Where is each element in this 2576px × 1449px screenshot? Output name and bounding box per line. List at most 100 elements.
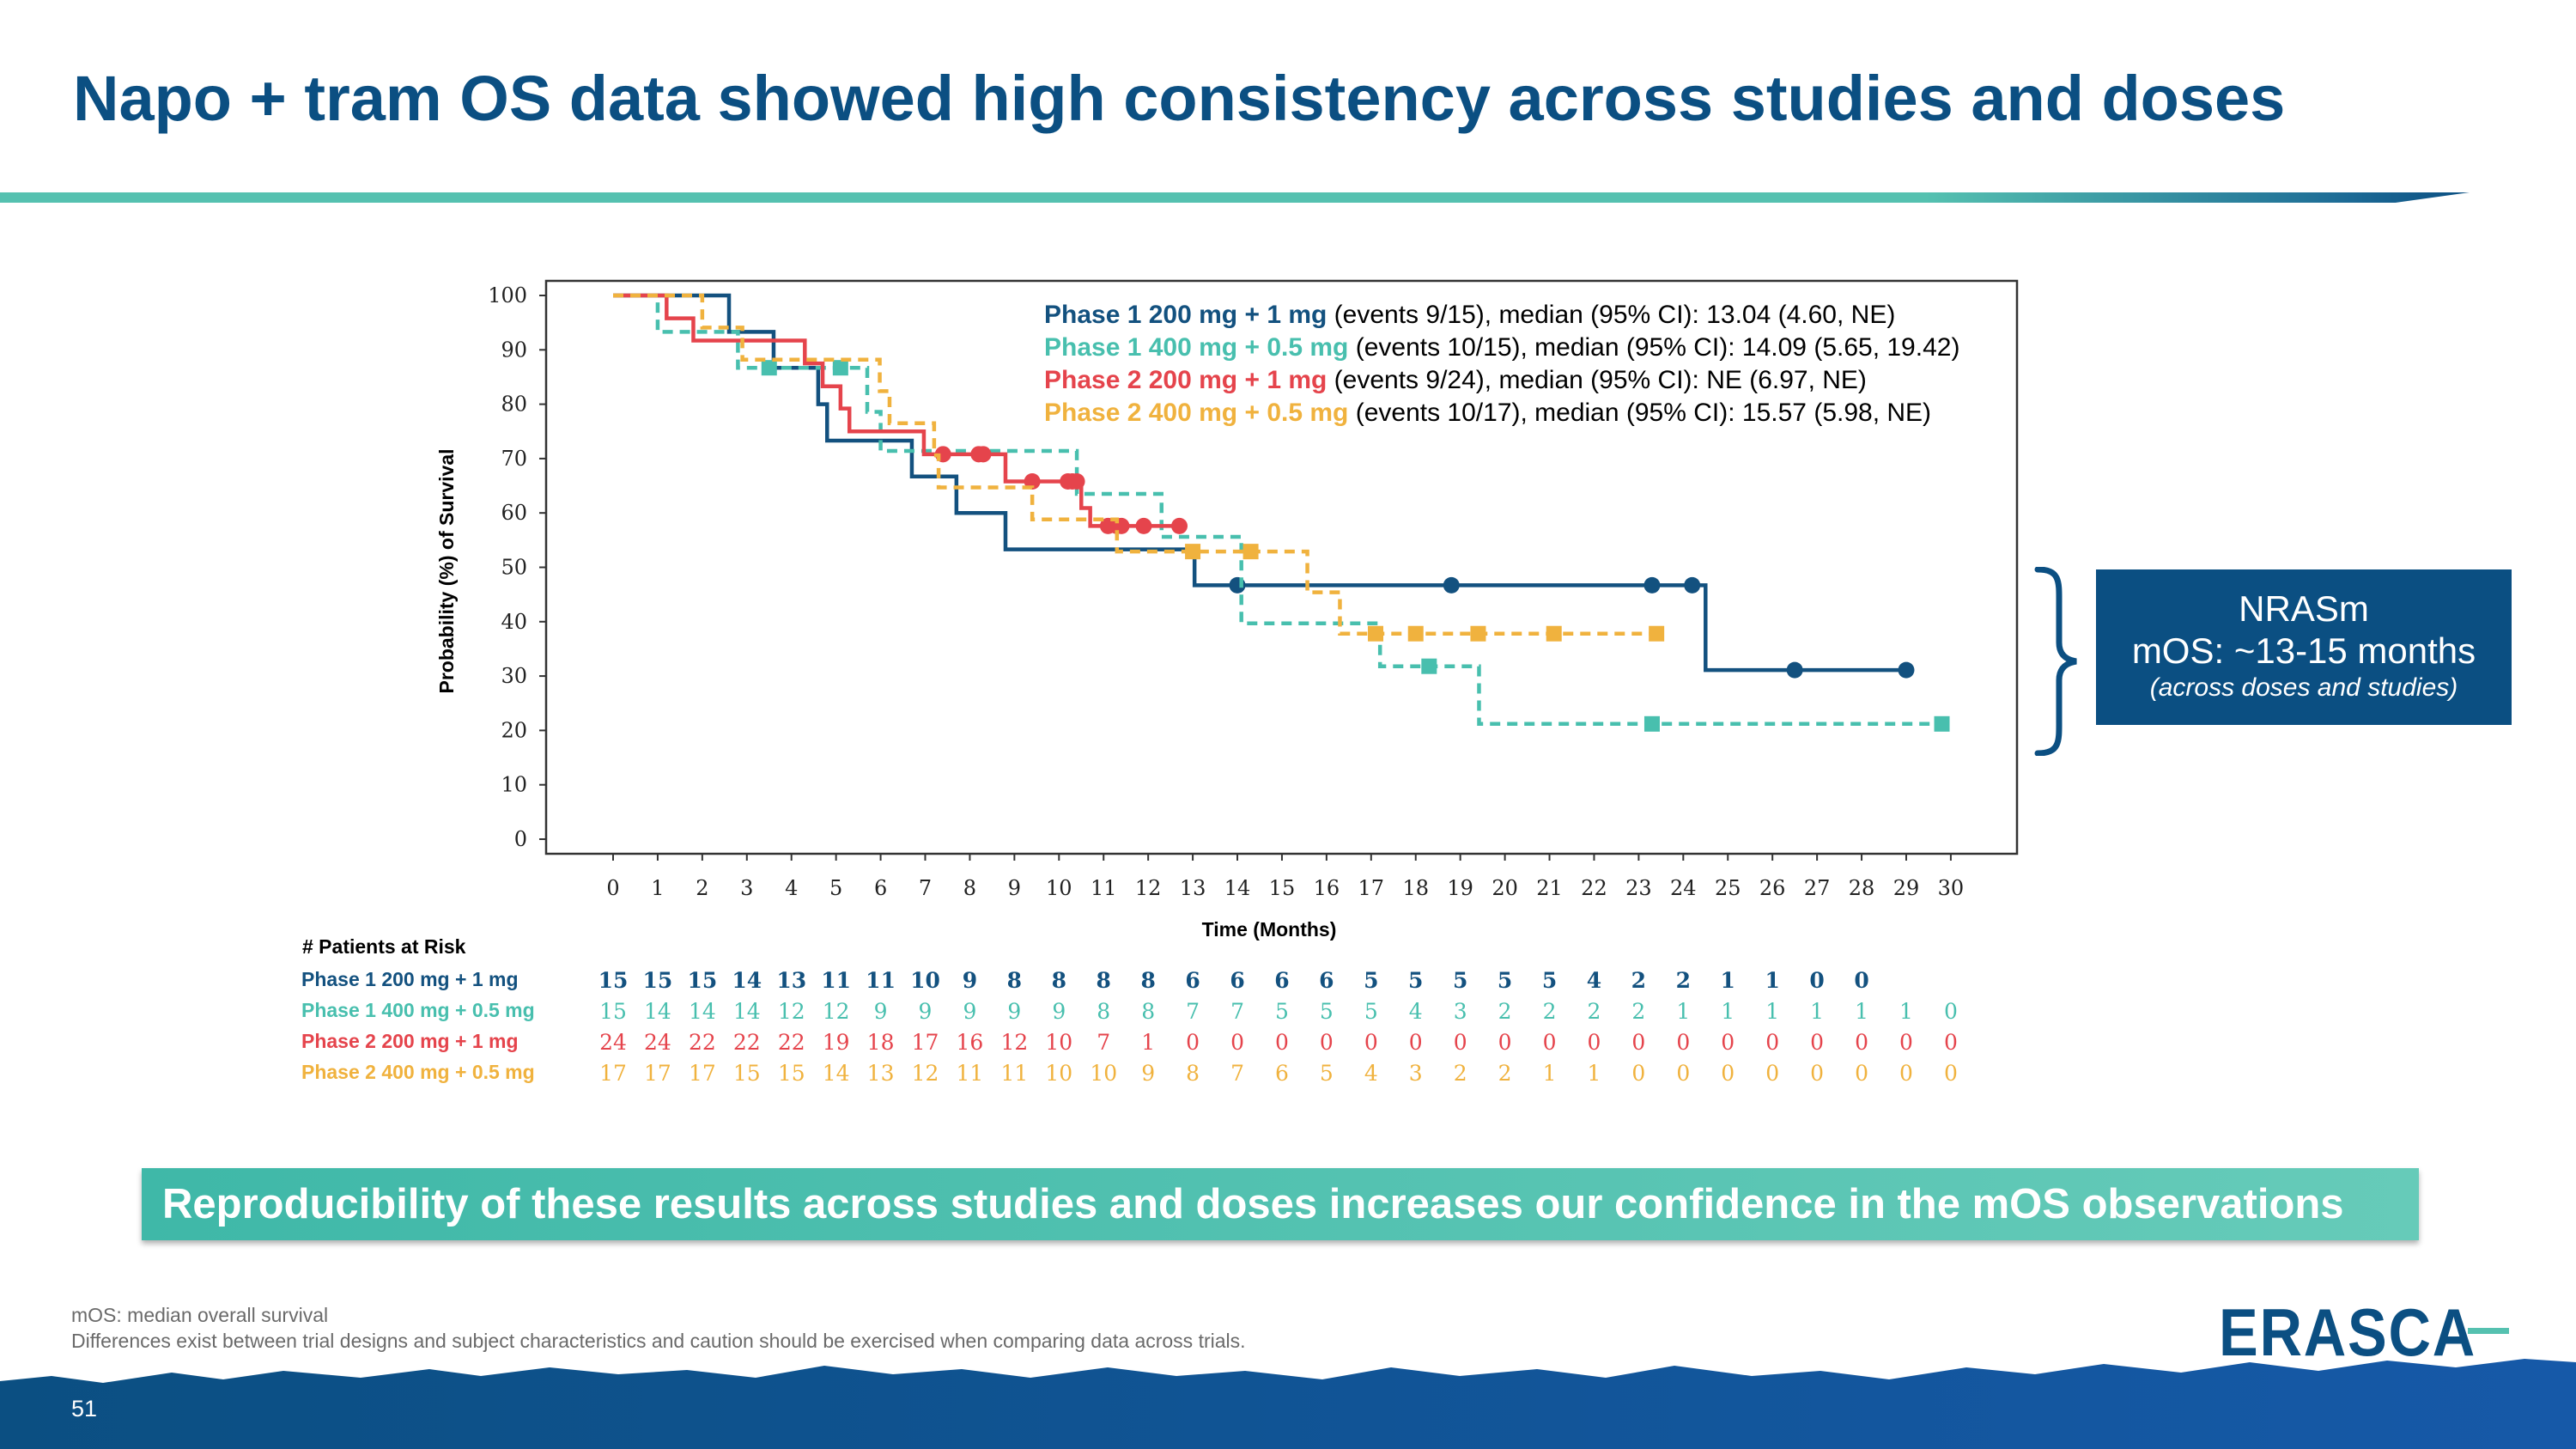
- callout-line-2: mOS: ~13-15 months: [2131, 630, 2476, 671]
- brace-icon: [2034, 567, 2077, 756]
- at-risk-count: 8: [1052, 968, 1066, 993]
- footnote-abbreviation: mOS: median overall survival: [71, 1304, 329, 1326]
- y-tick-label: 90: [501, 338, 527, 362]
- at-risk-count: 0: [1855, 1030, 1868, 1055]
- censor-marker: [1068, 472, 1085, 490]
- at-risk-count: 0: [1230, 1030, 1244, 1055]
- censor-marker: [1643, 715, 1660, 732]
- at-risk-count: 14: [733, 999, 761, 1024]
- at-risk-count: 7: [1186, 999, 1200, 1024]
- x-tick-label: 2: [696, 876, 708, 900]
- at-risk-count: 8: [1007, 968, 1022, 993]
- x-tick-label: 9: [1008, 876, 1021, 900]
- at-risk-count: 12: [778, 999, 805, 1024]
- censor-marker: [761, 360, 777, 376]
- at-risk-count: 0: [1854, 968, 1868, 993]
- at-risk-count: 19: [823, 1030, 850, 1055]
- at-risk-count: 0: [1721, 1030, 1735, 1055]
- censor-marker: [1135, 517, 1152, 534]
- x-tick-label: 13: [1180, 876, 1206, 900]
- at-risk-count: 12: [823, 999, 850, 1024]
- at-risk-count: 0: [1944, 999, 1958, 1024]
- at-risk-count: 0: [1498, 1030, 1512, 1055]
- at-risk-count: 6: [1185, 968, 1200, 993]
- x-tick-label: 1: [651, 876, 664, 900]
- logo-text: ERASCA: [2219, 1295, 2476, 1364]
- at-risk-count: 0: [1676, 1030, 1690, 1055]
- at-risk-count: 16: [957, 1030, 984, 1055]
- legend-series-name: Phase 2 200 mg + 1 mg: [1044, 366, 1327, 394]
- at-risk-count: 0: [1631, 1030, 1645, 1055]
- at-risk-row-label: Phase 2 200 mg + 1 mg: [301, 1030, 519, 1052]
- at-risk-count: 6: [1230, 968, 1244, 993]
- at-risk-count: 6: [1275, 1061, 1289, 1086]
- x-tick-label: 11: [1091, 876, 1117, 900]
- censor-marker: [975, 446, 992, 463]
- at-risk-count: 10: [1045, 1061, 1072, 1086]
- censor-marker: [1171, 517, 1188, 534]
- y-tick-label: 50: [501, 556, 527, 580]
- at-risk-count: 8: [1097, 968, 1111, 993]
- at-risk-count: 6: [1274, 968, 1289, 993]
- x-tick-label: 10: [1046, 876, 1072, 900]
- y-tick-label: 10: [501, 773, 527, 797]
- at-risk-count: 5: [1320, 999, 1334, 1024]
- x-axis-label: Time (Months): [1202, 918, 1337, 941]
- at-risk-count: 11: [821, 968, 851, 993]
- at-risk-count: 5: [1408, 968, 1423, 993]
- x-tick-label: 4: [785, 876, 798, 900]
- at-risk-count: 14: [732, 968, 762, 993]
- km-curve-phase-2-200-mg-1-mg: [613, 293, 1184, 528]
- y-axis-label: Probability (%) of Survival: [435, 449, 458, 694]
- at-risk-count: 11: [957, 1061, 984, 1086]
- at-risk-count: 4: [1364, 1061, 1378, 1086]
- censor-marker: [1684, 576, 1701, 594]
- at-risk-count: 14: [823, 1061, 850, 1086]
- logo-accent-bar: [2468, 1328, 2509, 1334]
- at-risk-count: 2: [1588, 999, 1601, 1024]
- slide-title: Napo + tram OS data showed high consiste…: [73, 63, 2286, 134]
- x-tick-label: 30: [1938, 876, 1965, 900]
- at-risk-count: 9: [1007, 999, 1021, 1024]
- at-risk-count: 1: [1765, 968, 1779, 993]
- legend-detail: (events 10/17), median (95% CI): 15.57 (…: [1348, 399, 1931, 427]
- censor-marker: [1649, 625, 1665, 642]
- at-risk-row-label: Phase 2 400 mg + 0.5 mg: [301, 1061, 535, 1083]
- at-risk-count: 24: [644, 1030, 671, 1055]
- at-risk-count: 1: [1588, 1061, 1601, 1086]
- censor-marker: [1185, 544, 1201, 560]
- survival-curves: [613, 293, 1950, 732]
- legend-series-name: Phase 2 400 mg + 0.5 mg: [1044, 399, 1348, 427]
- x-tick-label: 25: [1715, 876, 1741, 900]
- at-risk-count: 0: [1899, 1030, 1913, 1055]
- legend-series-name: Phase 1 200 mg + 1 mg: [1044, 301, 1327, 329]
- x-tick-label: 27: [1804, 876, 1831, 900]
- at-risk-count: 9: [963, 999, 976, 1024]
- at-risk-count: 5: [1542, 968, 1557, 993]
- at-risk-count: 9: [874, 999, 888, 1024]
- x-tick-label: 6: [874, 876, 887, 900]
- at-risk-count: 18: [867, 1030, 895, 1055]
- at-risk-count: 9: [919, 999, 933, 1024]
- at-risk-count: 0: [1186, 1030, 1200, 1055]
- at-risk-count: 12: [912, 1061, 939, 1086]
- at-risk-count: 15: [643, 968, 673, 993]
- at-risk-count: 8: [1097, 999, 1110, 1024]
- legend-detail: (events 9/15), median (95% CI): 13.04 (4…: [1327, 301, 1895, 329]
- at-risk-header: # Patients at Risk: [302, 935, 466, 958]
- patients-at-risk-table: # Patients at Risk Phase 1 200 mg + 1 mg 1…: [301, 935, 1958, 1086]
- at-risk-count: 0: [1810, 1061, 1824, 1086]
- at-risk-count: 9: [1052, 999, 1066, 1024]
- y-tick-label: 0: [514, 827, 527, 851]
- x-tick-label: 24: [1670, 876, 1697, 900]
- at-risk-count: 1: [1721, 968, 1735, 993]
- at-risk-count: 3: [1454, 999, 1467, 1024]
- censor-marker: [1421, 658, 1437, 674]
- at-risk-count: 8: [1140, 968, 1155, 993]
- at-risk-count: 2: [1498, 999, 1512, 1024]
- at-risk-count: 0: [1944, 1030, 1958, 1055]
- at-risk-count: 5: [1320, 1061, 1334, 1086]
- at-risk-count: 17: [599, 1061, 627, 1086]
- x-tick-label: 14: [1224, 876, 1251, 900]
- x-tick-label: 18: [1402, 876, 1429, 900]
